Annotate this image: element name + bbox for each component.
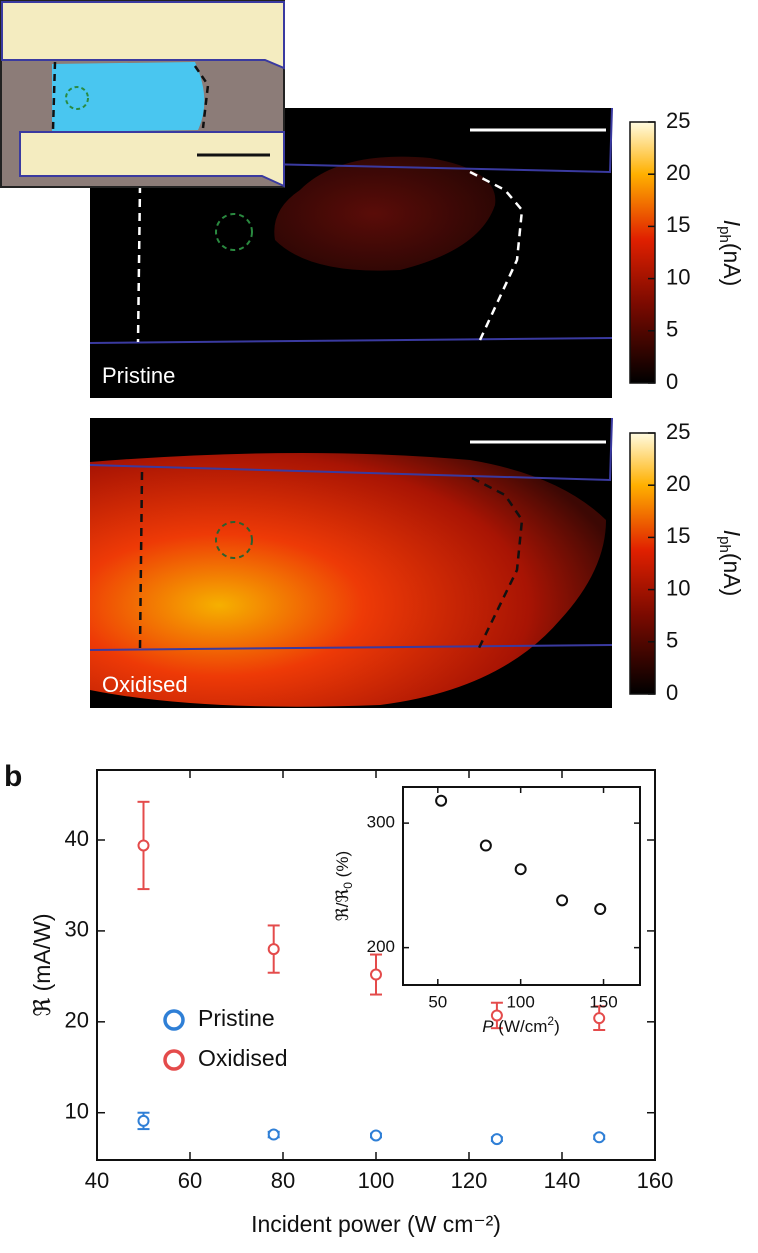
colorbar-tick-label: 5 — [666, 317, 678, 342]
inset-x-axis-label-part: (W/cm — [494, 1017, 548, 1036]
data-point — [137, 1114, 150, 1127]
colorbar — [629, 432, 656, 695]
colorbar-tick-label: 25 — [666, 419, 690, 444]
x-axis-label: Incident power (W cm⁻²) — [251, 1211, 501, 1237]
inset-x-axis-label: P (W/cm2) — [482, 1014, 560, 1036]
inset-y-axis-label: ℜ/ℜ0 (%) — [333, 851, 355, 921]
colorbar — [629, 121, 656, 384]
x-tick-label: 150 — [589, 992, 617, 1011]
pristine-map: Pristine — [89, 107, 613, 398]
x-tick-label: 40 — [85, 1168, 109, 1193]
colorbar-label-part: I — [719, 220, 745, 227]
data-point — [479, 839, 492, 852]
data-point — [435, 794, 448, 807]
x-tick-label: 100 — [358, 1168, 395, 1193]
legend-label: Pristine — [198, 1005, 275, 1031]
y-tick-label: 30 — [65, 917, 89, 942]
colorbar-tick-label: 15 — [666, 523, 690, 548]
y-tick-label: 40 — [65, 826, 89, 851]
data-point — [370, 968, 382, 981]
inset-x-axis-label-part: 2 — [547, 1014, 554, 1028]
inset-y-axis-label-part: ℜ/ℜ — [333, 889, 352, 922]
data-point — [593, 1012, 606, 1025]
plot-frame — [402, 786, 641, 986]
x-tick-label: 160 — [637, 1168, 674, 1193]
colorbar-tick-label: 5 — [666, 628, 678, 653]
colorbar-tick-label: 0 — [666, 369, 678, 394]
x-tick-label: 80 — [271, 1168, 295, 1193]
colorbar-label-part: (nA) — [719, 553, 745, 596]
y-tick-label: 10 — [65, 1099, 89, 1124]
legend-marker — [163, 1049, 185, 1071]
legend-label: Oxidised — [198, 1045, 287, 1071]
data-point — [370, 1129, 382, 1142]
data-point — [556, 894, 569, 907]
data-point — [593, 1131, 606, 1144]
x-tick-label: 100 — [506, 992, 534, 1011]
inset-y-axis-label-part: (%) — [333, 851, 352, 882]
colorbar-label-part: I — [719, 530, 745, 537]
inset-x-axis-label-part: ) — [554, 1017, 560, 1036]
colorbar-tick-label: 25 — [666, 108, 690, 133]
inset-x-axis-label-part: P — [482, 1017, 494, 1036]
x-tick-label: 140 — [544, 1168, 581, 1193]
y-tick-label: 300 — [367, 813, 395, 832]
panel-label: b — [4, 760, 22, 793]
inset-y-axis-label-part: 0 — [341, 882, 355, 889]
colorbar-label-part: ph — [716, 536, 733, 553]
colorbar-tick-label: 20 — [666, 160, 690, 185]
data-point — [267, 1128, 280, 1141]
colorbar-label-part: ph — [716, 226, 733, 243]
data-point — [490, 1133, 503, 1146]
x-tick-label: 50 — [428, 992, 447, 1011]
x-tick-label: 120 — [451, 1168, 488, 1193]
colorbar-tick-label: 10 — [666, 575, 690, 600]
colorbar-label: Iph(nA) — [716, 530, 745, 597]
y-tick-label: 200 — [367, 937, 395, 956]
colorbar-tick-label: 20 — [666, 471, 690, 496]
map-label: Oxidised — [102, 672, 188, 697]
data-point — [514, 863, 527, 876]
optical-image — [0, 0, 285, 188]
colorbar-tick-label: 10 — [666, 264, 690, 289]
x-tick-label: 60 — [178, 1168, 202, 1193]
data-point — [594, 903, 607, 916]
y-tick-label: 20 — [65, 1008, 89, 1033]
y-axis-label: ℜ (mA/W) — [29, 913, 55, 1016]
colorbar-label-part: (nA) — [719, 243, 745, 286]
oxidised-map: Oxidised — [89, 417, 613, 708]
data-point — [137, 839, 150, 852]
colorbar-tick-label: 15 — [666, 212, 690, 237]
data-point — [490, 1009, 503, 1022]
data-point — [267, 943, 280, 956]
colorbar-tick-label: 0 — [666, 680, 678, 705]
legend-marker — [163, 1009, 185, 1031]
map-label: Pristine — [102, 363, 175, 388]
colorbar-label: Iph(nA) — [716, 220, 745, 287]
